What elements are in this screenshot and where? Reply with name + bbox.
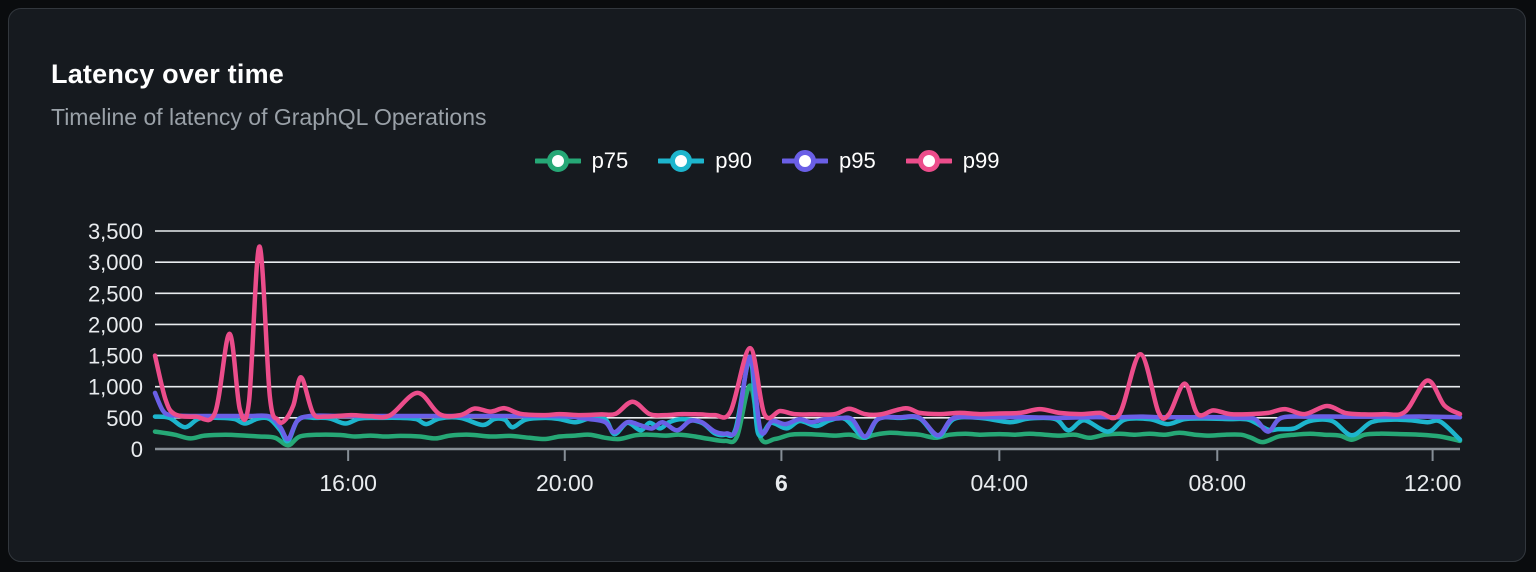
y-tick-label: 2,000	[88, 312, 143, 337]
legend-item-p95[interactable]: p95	[782, 148, 876, 174]
series-line-p99	[152, 244, 1463, 426]
y-tick-label: 1,500	[88, 344, 143, 369]
y-tick-label: 3,000	[88, 250, 143, 275]
y-tick-label: 3,500	[88, 219, 143, 244]
latency-chart-card: Latency over time Timeline of latency of…	[8, 8, 1526, 562]
x-tick-label: 16:00	[319, 470, 377, 496]
y-tick-label: 500	[106, 406, 143, 431]
legend-label-p95: p95	[839, 148, 876, 173]
chart-subtitle: Timeline of latency of GraphQL Operation…	[51, 104, 487, 130]
legend-label-p75: p75	[591, 148, 629, 173]
legend-marker-p75-icon	[534, 150, 581, 172]
chart-legend: p75 p90 p95 p99	[9, 148, 1525, 174]
series-line-p95	[152, 354, 1463, 442]
x-tick-label: 04:00	[971, 470, 1029, 496]
series-line-p75	[152, 383, 1463, 448]
y-tick-label: 2,500	[88, 281, 143, 306]
legend-item-p75[interactable]: p75	[534, 148, 629, 174]
legend-marker-p90-icon	[658, 150, 705, 172]
legend-label-p99: p99	[962, 148, 1000, 173]
legend-item-p99[interactable]: p99	[905, 148, 1000, 174]
chart-title: Latency over time	[51, 59, 284, 89]
y-tick-label: 0	[131, 437, 143, 462]
legend-item-p90[interactable]: p90	[658, 148, 752, 174]
x-tick-label: 6	[775, 470, 788, 496]
x-tick-label: 20:00	[536, 470, 594, 496]
y-tick-label: 1,000	[88, 375, 143, 400]
x-tick-label: 08:00	[1188, 470, 1246, 496]
legend-marker-p99-icon	[905, 150, 952, 172]
legend-label-p90: p90	[715, 148, 752, 173]
legend-marker-p95-icon	[782, 150, 828, 172]
x-tick-label: 12:00	[1404, 470, 1462, 496]
